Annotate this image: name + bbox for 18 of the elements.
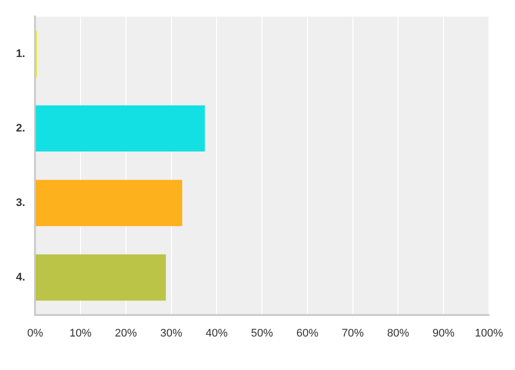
bar [36, 180, 182, 226]
bar [36, 105, 205, 152]
x-tick-label: 80% [387, 327, 410, 340]
x-tick-label: 70% [342, 327, 364, 340]
y-tick-label: 2. [16, 122, 26, 134]
x-tick-label: 60% [296, 327, 319, 340]
x-tick-label: 30% [160, 327, 183, 340]
x-tick-label: 50% [251, 327, 274, 340]
x-tick-label: 10% [70, 327, 92, 340]
y-tick-label: 3. [16, 197, 26, 210]
y-tick-label: 1. [16, 48, 26, 60]
bar [36, 254, 166, 301]
x-tick-label: 0% [27, 327, 44, 340]
y-tick-label: 4. [16, 272, 26, 284]
x-tick-label: 40% [206, 327, 228, 340]
x-tick-label: 20% [114, 327, 138, 340]
x-tick-label: 100% [474, 327, 504, 340]
x-tick-label: 90% [432, 327, 455, 340]
